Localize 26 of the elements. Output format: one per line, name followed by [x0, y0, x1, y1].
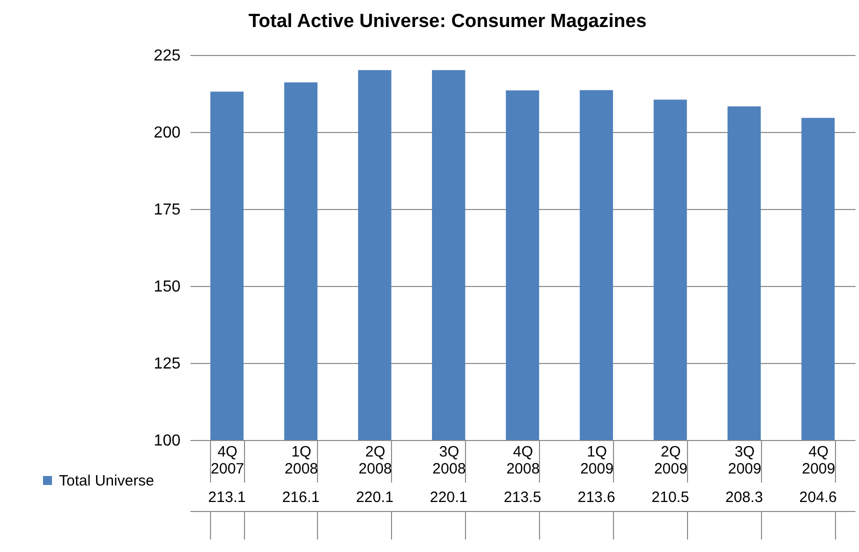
- data-label: 213.1: [208, 489, 246, 506]
- legend-label: Total Universe: [59, 472, 154, 490]
- x-tick-label: 2Q 2008: [358, 444, 392, 478]
- y-tick-label: 150: [154, 278, 181, 296]
- data-label: 213.5: [504, 489, 542, 506]
- data-label: 208.3: [725, 489, 763, 506]
- x-tick-label: 4Q 2009: [802, 444, 836, 478]
- x-tick-label: 2Q 2009: [654, 444, 688, 478]
- x-tick-label: 4Q 2007: [210, 444, 244, 478]
- x-tick-label: 4Q 2008: [506, 444, 540, 478]
- y-tick-label: 125: [154, 356, 181, 372]
- y-tick-label: 175: [154, 202, 181, 218]
- y-tick-label: 200: [154, 124, 181, 142]
- y-tick-label: 100: [154, 432, 181, 450]
- data-label: 220.1: [356, 489, 394, 506]
- x-tick-label: 3Q 2009: [728, 444, 762, 478]
- y-tick-label: 225: [154, 48, 181, 64]
- data-label: 204.6: [799, 489, 837, 506]
- chart-title: Total Active Universe: Consumer Magazines: [248, 11, 647, 32]
- data-label: 216.1: [282, 489, 320, 506]
- data-label: 220.1: [430, 489, 468, 506]
- x-tick-label: 3Q 2008: [432, 444, 466, 478]
- data-label: 210.5: [652, 489, 690, 506]
- x-tick-label: 1Q 2009: [580, 444, 614, 478]
- data-label: 213.6: [578, 489, 616, 506]
- x-tick-label: 1Q 2008: [284, 444, 318, 478]
